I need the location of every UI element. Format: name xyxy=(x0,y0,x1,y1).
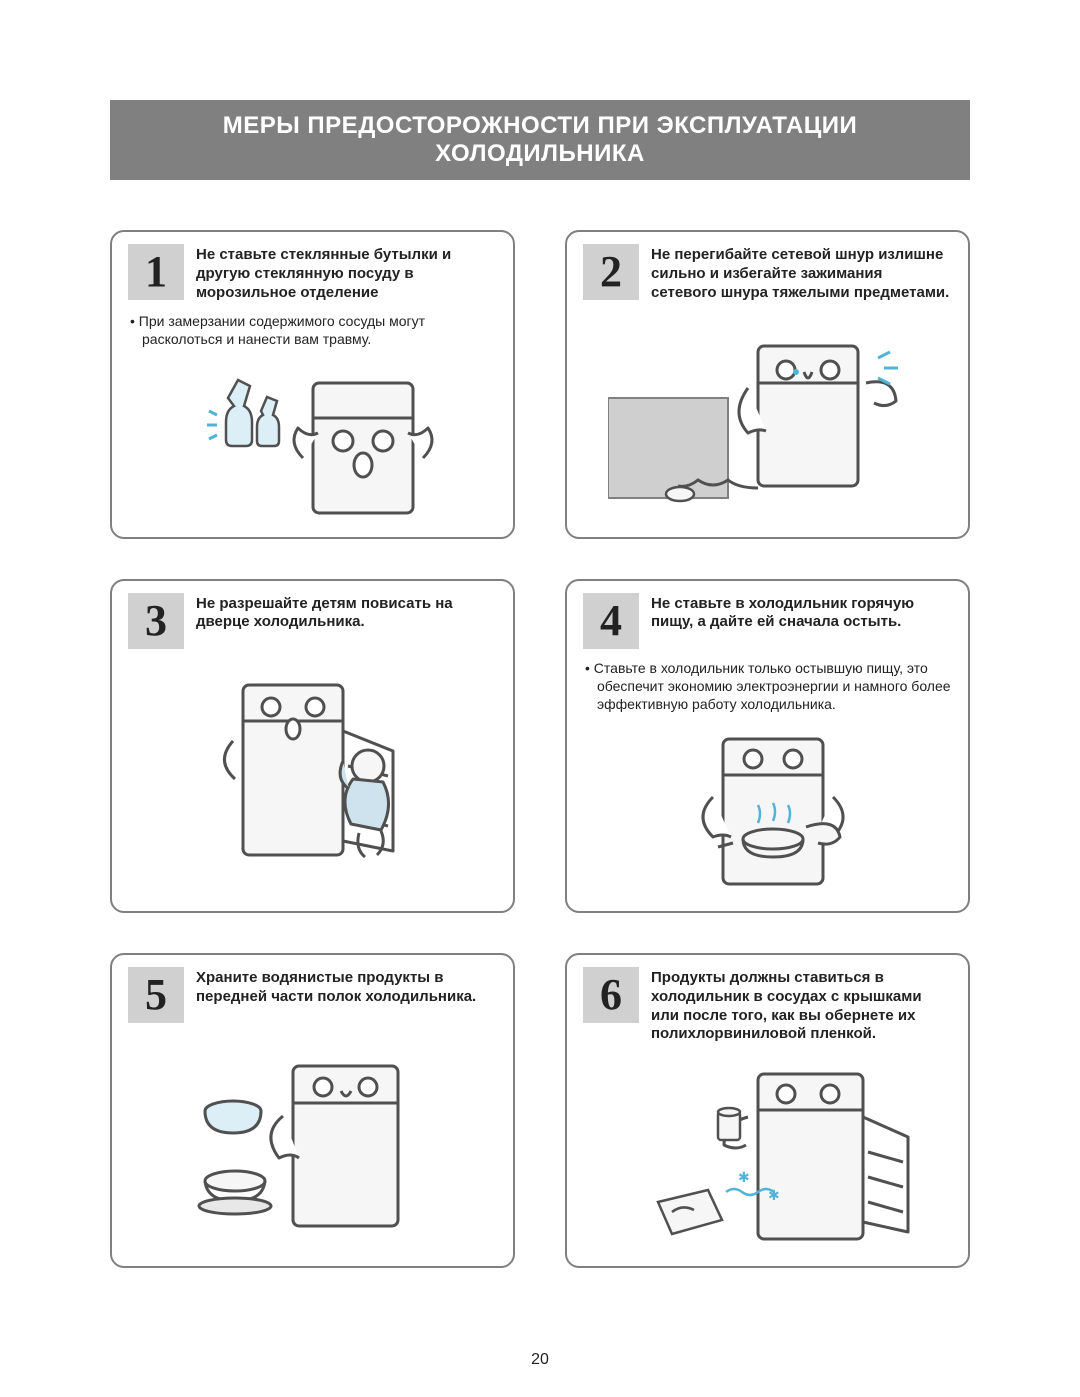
fridge-cord-pinch-icon xyxy=(608,328,928,508)
panel-title: Не перегибайте сетевой шнур излишне силь… xyxy=(651,244,952,302)
panel-number-badge: 4 xyxy=(583,593,639,649)
page-title: МЕРЫ ПРЕДОСТОРОЖНОСТИ ПРИ ЭКСПЛУАТАЦИИ Х… xyxy=(223,112,858,167)
panel-number: 4 xyxy=(600,599,622,643)
panel-illustration xyxy=(583,727,952,897)
panel-title: Продукты должны ставиться в холодильник … xyxy=(651,967,952,1044)
panel-illustration xyxy=(128,671,497,871)
panel-bullet: Ставьте в холодильник только остывшую пи… xyxy=(583,659,952,714)
fridge-hot-food-icon xyxy=(638,727,898,897)
panel-illustration: ✱ ✱ xyxy=(583,1062,952,1252)
panel-number-badge: 2 xyxy=(583,244,639,300)
panel-number-badge: 3 xyxy=(128,593,184,649)
panel-number-badge: 5 xyxy=(128,967,184,1023)
panel-number: 6 xyxy=(600,973,622,1017)
fridge-wrap-food-icon: ✱ ✱ xyxy=(618,1062,918,1252)
panel-number: 1 xyxy=(145,250,167,294)
panel-illustration xyxy=(128,363,497,523)
panel-grid: 1 Не ставьте стеклянные бутылки и другую… xyxy=(110,230,970,1268)
panel-illustration xyxy=(128,1051,497,1241)
panel-title: Не разрешайте детям повисать на дверце х… xyxy=(196,593,497,633)
panel-title: Не ставьте в холодильник горячую пищу, а… xyxy=(651,593,952,633)
svg-text:✱: ✱ xyxy=(738,1169,750,1185)
fridge-watery-food-icon xyxy=(173,1051,453,1241)
panel-number-badge: 6 xyxy=(583,967,639,1023)
page-number: 20 xyxy=(0,1351,1080,1369)
precaution-panel-5: 5 Храните водянистые продукты в передней… xyxy=(110,953,515,1268)
panel-bullet: При замерзании содержимого сосуды могут … xyxy=(128,312,497,348)
panel-title: Храните водянистые продукты в передней ч… xyxy=(196,967,497,1007)
panel-illustration xyxy=(583,328,952,508)
precaution-panel-6: 6 Продукты должны ставиться в холодильни… xyxy=(565,953,970,1268)
panel-title: Не ставьте стеклянные бутылки и другую с… xyxy=(196,244,497,302)
panel-number: 5 xyxy=(145,973,167,1017)
manual-page: МЕРЫ ПРЕДОСТОРОЖНОСТИ ПРИ ЭКСПЛУАТАЦИИ Х… xyxy=(0,0,1080,1397)
precaution-panel-2: 2 Не перегибайте сетевой шнур излишне си… xyxy=(565,230,970,539)
panel-number: 2 xyxy=(600,250,622,294)
fridge-with-bottles-icon xyxy=(183,363,443,523)
precaution-panel-1: 1 Не ставьте стеклянные бутылки и другую… xyxy=(110,230,515,539)
precaution-panel-3: 3 Не разрешайте детям повисать на дверце… xyxy=(110,579,515,914)
page-title-bar: МЕРЫ ПРЕДОСТОРОЖНОСТИ ПРИ ЭКСПЛУАТАЦИИ Х… xyxy=(110,100,970,180)
fridge-child-hanging-icon xyxy=(183,671,443,871)
precaution-panel-4: 4 Не ставьте в холодильник горячую пищу,… xyxy=(565,579,970,914)
svg-text:✱: ✱ xyxy=(768,1187,780,1203)
panel-number: 3 xyxy=(145,599,167,643)
panel-number-badge: 1 xyxy=(128,244,184,300)
